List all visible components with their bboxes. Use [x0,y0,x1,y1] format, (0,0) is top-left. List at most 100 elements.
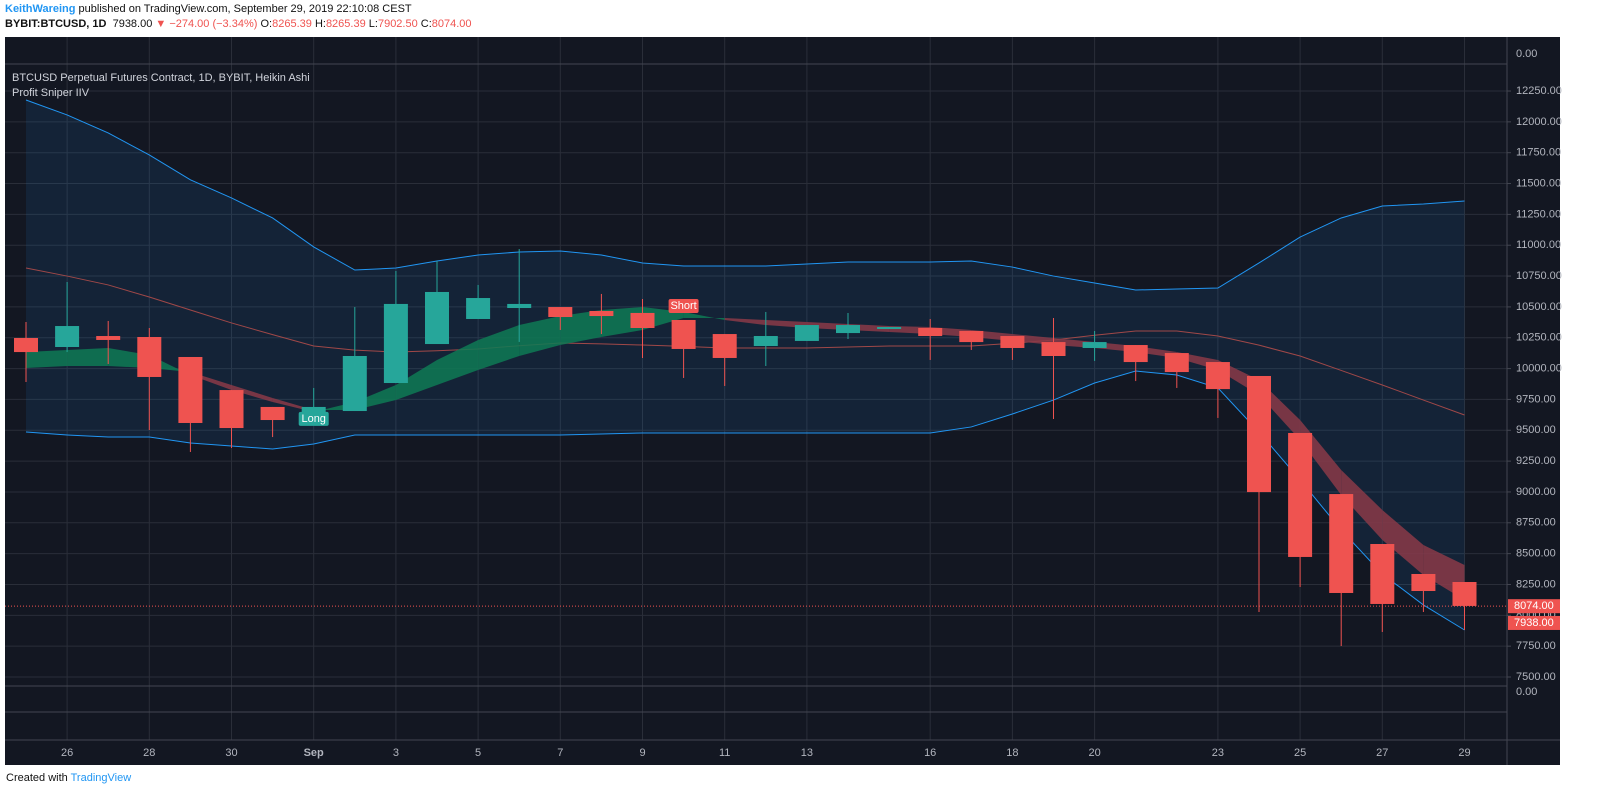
candle-body [137,337,162,377]
price-label: 7938.00 [1514,617,1554,629]
signal-box [668,298,699,313]
candle-body [1000,336,1025,348]
header-line: BYBIT:BTCUSD, 1D 7938.00 ▼ −274.00 (−3.3… [5,18,472,30]
y-tick-label: 8750.00 [1516,517,1556,529]
candle-body [1329,494,1354,593]
candle-body [836,325,860,334]
header-line: KeithWareing published on TradingView.co… [5,3,412,15]
y-tick-label: 7500.00 [1516,671,1556,683]
candle-body [959,330,984,343]
candle-body [1164,353,1189,373]
x-tick-label: 7 [557,747,563,759]
change: ▼ −274.00 (−3.34%) [155,18,258,30]
y-tick-label: 12000.00 [1516,116,1562,128]
y-tick-label: 10500.00 [1516,301,1562,313]
candle-body [918,327,943,337]
ribbon-segment [67,347,109,366]
x-tick-label: 5 [475,747,481,759]
candle-body [1123,345,1148,363]
x-tick-label: 25 [1294,747,1306,759]
y-tick-label: 9250.00 [1516,455,1556,467]
price-label-box [1508,599,1560,614]
price-label-box [1508,615,1560,630]
y-tick-label: 10000.00 [1516,362,1562,374]
signal-box [298,411,329,426]
y-tick-label: 9000.00 [1516,486,1556,498]
ribbon-segment [724,318,766,326]
x-tick-label: 13 [801,747,813,759]
candle-body [548,307,573,318]
ohlc-value: 7902.50 [377,18,418,30]
candle-body [219,390,244,429]
price-label: 8074.00 [1514,600,1554,612]
y-tick-label: 8250.00 [1516,578,1556,590]
ribbon-segment [437,339,479,385]
signal-label: Short [670,300,696,312]
x-tick-label: 23 [1212,747,1224,759]
footer: Created with TradingView [6,772,131,784]
x-tick-label: 29 [1458,747,1470,759]
published: published on TradingView.com, September … [75,3,412,15]
y-tick-label: 10250.00 [1516,332,1562,344]
candle-body [589,310,614,317]
ribbon-segment [1382,509,1424,575]
ribbon-segment [519,316,561,357]
candle-body [425,291,449,345]
band-fill [26,100,1465,630]
ribbon-segment [395,359,437,401]
candle-body [466,298,491,319]
y-tick-label: 10750.00 [1516,270,1562,282]
last-price: 7938.00 [112,18,153,30]
ribbon-segment [560,309,602,346]
ohlc-value: 8265.39 [272,18,312,30]
x-tick-label: 20 [1088,747,1100,759]
brand[interactable]: TradingView [70,772,132,784]
candle-body [753,336,778,347]
x-tick-label: Sep [304,747,324,759]
candle-body [1205,362,1230,390]
indicator-name: Profit Sniper IIV [12,87,90,99]
ribbon-segment [26,349,68,368]
candle-body [1041,342,1066,357]
y-tick-label: 11000.00 [1516,239,1561,251]
candle-body [1411,573,1436,592]
ohlc-value: 8074.00 [431,18,472,30]
x-tick-label: 28 [143,747,155,759]
pane-label: 0.00 [1516,48,1537,60]
x-tick-label: 27 [1376,747,1388,759]
ohlc-label: H: [314,18,326,30]
candle-body [178,356,203,423]
candle-body [794,325,819,341]
lower-band [25,370,1465,631]
ohlc-value: 8265.39 [325,18,366,30]
ohlc-label: L: [368,18,378,30]
x-tick-label: 16 [924,747,936,759]
y-tick-label: 11500.00 [1516,177,1561,189]
candle-body [1247,375,1271,493]
x-tick-label: 3 [393,747,399,759]
symbol: BYBIT:BTCUSD, 1D [5,18,107,30]
x-tick-label: 26 [61,747,73,759]
y-tick-label: 11750.00 [1516,147,1561,159]
candle-body [1370,544,1395,604]
pane-label: 0.00 [1516,686,1537,698]
candle-body [507,303,532,309]
y-tick-label: 9750.00 [1516,393,1556,405]
author[interactable]: KeithWareing [5,3,76,15]
x-tick-label: 9 [639,747,645,759]
chart-background [5,37,1560,765]
footer-text: Created with [6,772,68,784]
x-tick-label: 11 [719,747,730,759]
ribbon-segment [231,384,273,403]
ribbon-segment [1341,469,1383,540]
candle-body [383,303,408,384]
candle-body [96,336,121,340]
candle-body [671,319,696,349]
candle-body [1288,432,1313,557]
candle-body [877,327,902,329]
ribbon-segment [478,325,520,370]
signal-label: Long [301,413,325,425]
y-tick-label: 8500.00 [1516,548,1556,560]
candle-body [260,406,285,421]
